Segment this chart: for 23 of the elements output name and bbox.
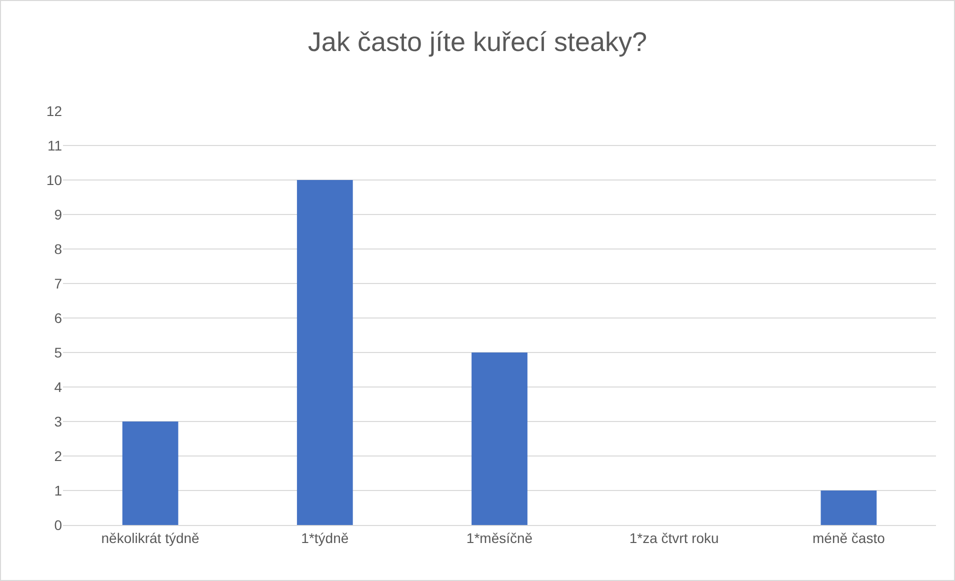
x-tick-label: méně často [812, 530, 886, 546]
y-tick-label: 1 [54, 482, 62, 498]
y-tick-label: 8 [54, 240, 62, 257]
x-tick-label: několikrát týdně [101, 530, 200, 546]
y-tick-label: 7 [54, 275, 62, 292]
bar [472, 352, 528, 525]
bar [296, 180, 353, 525]
x-tick-label: 1*týdně [301, 530, 349, 546]
y-tick-label: 12 [46, 102, 62, 119]
y-tick-label: 9 [54, 206, 62, 222]
x-tick-label: 1*za čtvrt roku [629, 530, 719, 546]
y-tick-label: 3 [54, 413, 62, 430]
x-tick-label: 1*měsíčně [466, 530, 533, 546]
y-tick-label: 4 [54, 378, 62, 395]
y-tick-label: 6 [54, 310, 62, 326]
bar [820, 490, 877, 525]
y-tick-label: 10 [46, 172, 62, 188]
chart-title: Jak často jíte kuřecí steaky? [308, 26, 648, 57]
y-tick-label: 2 [54, 448, 62, 464]
y-tick-label: 5 [54, 344, 62, 360]
y-tick-label: 0 [54, 516, 62, 533]
bar [122, 422, 178, 525]
y-tick-label: 11 [47, 137, 62, 154]
